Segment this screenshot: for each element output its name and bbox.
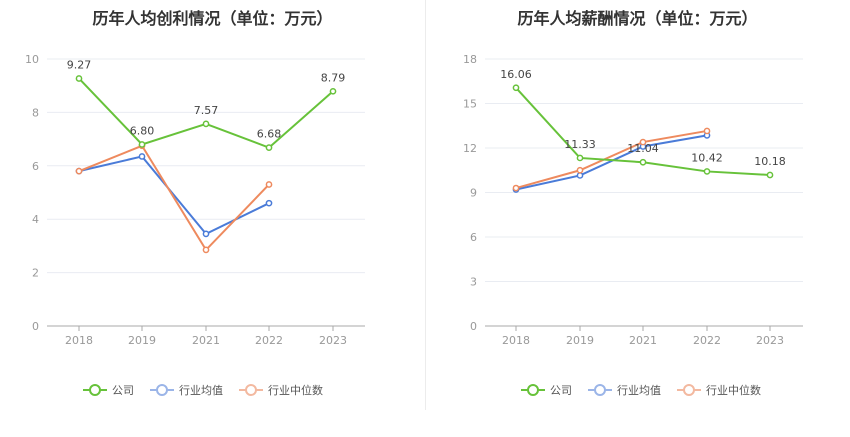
data-point xyxy=(766,171,774,179)
data-point xyxy=(329,87,337,95)
legend-swatch-marker xyxy=(594,384,606,396)
x-tick-label: 2019 xyxy=(128,334,156,347)
x-tick-label: 2018 xyxy=(502,334,530,347)
data-label: 10.42 xyxy=(691,151,723,164)
chart-title: 历年人均薪酬情况（单位：万元） xyxy=(517,9,758,28)
series-line xyxy=(515,129,708,190)
series-line xyxy=(515,134,708,191)
data-label: 16.06 xyxy=(500,68,532,81)
legend-label: 公司 xyxy=(550,384,572,397)
legend-swatch-marker xyxy=(156,384,168,396)
y-tick-label: 12 xyxy=(463,142,477,155)
x-tick-label: 2018 xyxy=(65,334,93,347)
data-point xyxy=(202,230,210,238)
y-tick-label: 2 xyxy=(32,267,39,280)
data-point xyxy=(265,144,273,151)
legend-item[interactable]: 公司 xyxy=(521,384,572,397)
data-point xyxy=(265,181,273,188)
y-tick-label: 15 xyxy=(463,98,477,111)
data-label: 6.68 xyxy=(257,128,282,141)
data-label: 6.80 xyxy=(130,124,155,137)
data-point xyxy=(576,154,584,162)
legend-swatch-marker xyxy=(89,384,101,396)
data-label: 9.27 xyxy=(67,58,92,71)
y-tick-label: 0 xyxy=(470,320,477,333)
data-label: 8.79 xyxy=(321,71,346,84)
series-line xyxy=(78,144,270,252)
data-point xyxy=(512,84,520,92)
salary-chart-canvas: 0 3 6 9 12 15 18 2018 2019 2021 2022 2023 16.06 11.33… xyxy=(463,53,803,397)
legend-label: 行业均值 xyxy=(617,384,661,397)
y-tick-label: 4 xyxy=(32,213,39,226)
x-tick-label: 2023 xyxy=(319,334,347,347)
series-line xyxy=(78,155,270,236)
profit-chart-canvas: 0 2 4 6 8 10 2018 2019 2021 2022 2023 9.27 6.80 7.57 6… xyxy=(25,53,365,397)
data-point xyxy=(138,141,146,148)
legend-swatch-marker xyxy=(527,384,539,396)
data-point xyxy=(639,158,647,166)
data-point xyxy=(202,120,210,128)
legend-item[interactable]: 公司 xyxy=(83,384,134,397)
y-tick-label: 18 xyxy=(463,53,477,66)
y-tick-label: 3 xyxy=(470,276,477,289)
data-point xyxy=(576,166,584,174)
legend-item[interactable]: 行业均值 xyxy=(588,384,661,397)
x-tick-label: 2023 xyxy=(756,334,784,347)
salary-per-capita-chart: 0 3 6 9 12 15 18 2018 2019 2021 2022 2023 16.06 11.33… xyxy=(425,0,850,437)
legend-item[interactable]: 行业中位数 xyxy=(677,383,761,397)
legend-label: 公司 xyxy=(112,384,134,397)
chart-title: 历年人均创利情况（单位：万元） xyxy=(92,9,333,28)
data-point xyxy=(703,168,711,175)
x-tick-label: 2022 xyxy=(255,334,283,347)
data-point xyxy=(138,153,146,160)
y-tick-label: 10 xyxy=(25,53,39,66)
y-tick-label: 0 xyxy=(32,320,39,333)
legend-swatch-marker xyxy=(683,384,695,396)
x-tick-label: 2021 xyxy=(629,334,657,347)
legend-item[interactable]: 行业中位数 xyxy=(239,383,323,397)
data-point xyxy=(639,138,647,146)
data-label: 11.04 xyxy=(627,142,659,155)
data-point xyxy=(512,184,520,192)
data-point xyxy=(576,172,584,179)
data-point xyxy=(75,167,83,175)
data-label: 7.57 xyxy=(194,104,219,117)
x-tick-label: 2022 xyxy=(693,334,721,347)
data-point xyxy=(75,75,83,82)
profit-per-capita-chart: 0 2 4 6 8 10 2018 2019 2021 2022 2023 9.27 6.80 7.57 6… xyxy=(25,9,365,397)
data-label: 11.33 xyxy=(564,138,596,151)
legend-label: 行业中位数 xyxy=(706,383,761,397)
legend-label: 行业中位数 xyxy=(268,383,323,397)
y-tick-label: 9 xyxy=(470,187,477,200)
y-tick-label: 6 xyxy=(470,231,477,244)
data-point xyxy=(202,246,210,254)
legend-label: 行业均值 xyxy=(179,384,223,397)
legend-swatch-marker xyxy=(245,384,257,396)
y-tick-label: 8 xyxy=(32,106,39,119)
data-point xyxy=(703,127,711,135)
data-point xyxy=(265,199,273,207)
x-tick-label: 2019 xyxy=(566,334,594,347)
panel-divider xyxy=(425,0,426,410)
x-tick-label: 2021 xyxy=(192,334,220,347)
data-label: 10.18 xyxy=(754,155,786,168)
legend-item[interactable]: 行业均值 xyxy=(150,384,223,397)
y-tick-label: 6 xyxy=(32,160,39,173)
